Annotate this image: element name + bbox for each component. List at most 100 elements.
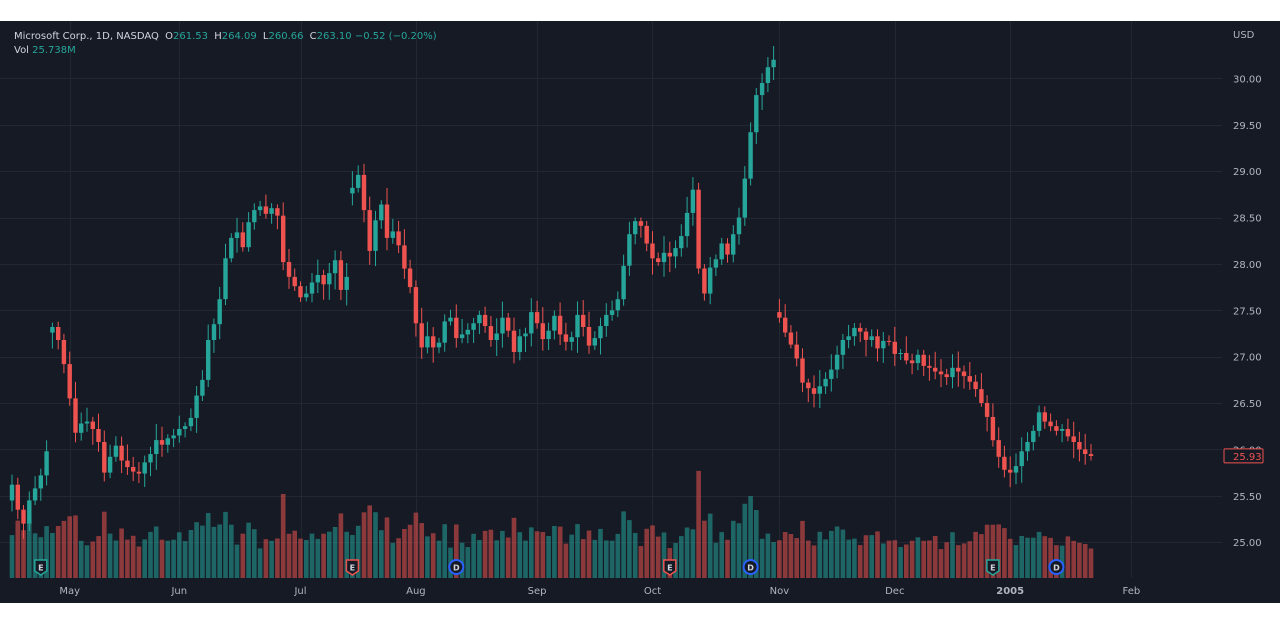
volume-bar [834,526,840,578]
candle-body [725,243,730,255]
candle-body [1077,442,1082,450]
candle-body [275,208,280,216]
volume-bar [182,541,188,578]
candle-body [361,174,367,211]
symbol-title: Microsoft Corp., 1D, NASDAQ [14,31,159,42]
candle-body [581,314,586,327]
candle-body [609,310,615,315]
candle-body [736,217,742,235]
candle-body [1059,429,1065,431]
candle-body [829,369,834,379]
candle-body [442,321,447,343]
volume-bar [996,524,1001,578]
volume-bar [90,541,96,578]
volume-bar [886,540,892,578]
volume-bar [557,526,563,578]
candle-body [465,329,470,335]
volume-row: Vol 25.738M [14,44,437,58]
candle-body [1013,466,1019,473]
volume-bar [338,513,344,578]
candle-body [488,326,494,340]
candle-body [742,178,747,218]
volume-bar [505,537,511,578]
volume-bar [973,531,978,578]
volume-bar [592,539,598,578]
candle-body [996,440,1001,457]
y-axis-tick-label: 28.50 [1233,214,1262,225]
candle-body [459,334,465,339]
volume-bar [1019,536,1024,578]
volume-bar [898,547,903,578]
volume-bar [731,520,736,578]
close-label: C [309,31,317,42]
candle-body [771,59,776,68]
candle-body [702,268,707,294]
volume-bar [961,543,967,578]
candle-body [696,189,701,269]
volume-bar [638,546,644,578]
candle-body [407,268,413,288]
candle-body [148,454,153,463]
change-value: −0.52 (−0.20%) [354,31,437,42]
candle-body [921,354,926,366]
volume-bar [177,532,182,578]
candle-body [546,330,551,339]
volume-bar [609,540,615,578]
candle-body [61,340,67,365]
volume-bar [211,526,217,578]
candle-body [563,334,569,342]
chart-panel[interactable]: 25.0025.5026.0026.5027.0027.5028.0028.50… [0,21,1280,603]
candle-body [494,333,499,340]
volume-bar [540,532,546,578]
candle-body [898,353,903,354]
candle-body [84,421,90,424]
candle-body [846,336,851,340]
earnings-marker [986,559,1000,576]
y-axis-tick-label: 29.50 [1233,121,1262,132]
low-value: 260.66 [268,31,304,42]
volume-bar [840,529,846,578]
volume-bar [529,527,534,578]
low-label: L [262,31,269,42]
candlestick-chart[interactable]: 25.0025.5026.0026.5027.0027.5028.0028.50… [0,21,1280,603]
candle-body [246,222,251,248]
candle-body [206,340,211,380]
x-axis-tick-label: Oct [644,586,661,597]
candle-body [125,460,130,468]
volume-bar [21,530,26,578]
candle-body [765,67,771,83]
candle-body [1054,426,1059,431]
volume-bar [309,533,315,578]
candle-body [667,252,672,257]
candle-body [933,367,938,372]
candle-body [32,488,38,501]
candle-body [506,317,511,331]
candle-body [1083,449,1088,454]
candle-body [327,273,332,285]
x-axis-tick-label: 2005 [996,586,1024,597]
volume-bar [523,540,528,578]
candle-body [171,435,176,439]
candle-body [852,327,857,337]
volume-bar [881,543,886,578]
volume-bar [511,517,517,578]
close-value: 263.10 [316,31,352,42]
volume-bar [580,539,586,578]
volume-bar [1036,531,1042,578]
candle-body [511,330,517,352]
candle-body [96,429,101,442]
dividend-marker [742,559,759,575]
candle-body [338,260,344,290]
candle-body [731,234,736,255]
volume-bar [829,530,834,578]
dividend-marker [448,559,465,575]
volume-bar [794,538,799,578]
candle-body [806,382,811,389]
volume-bar [632,533,638,578]
volume-bar [909,540,915,578]
volume-bar [742,503,748,578]
volume-bar [586,530,592,578]
candle-body [390,231,395,238]
candle-body [984,403,990,417]
volume-bar [725,539,730,578]
